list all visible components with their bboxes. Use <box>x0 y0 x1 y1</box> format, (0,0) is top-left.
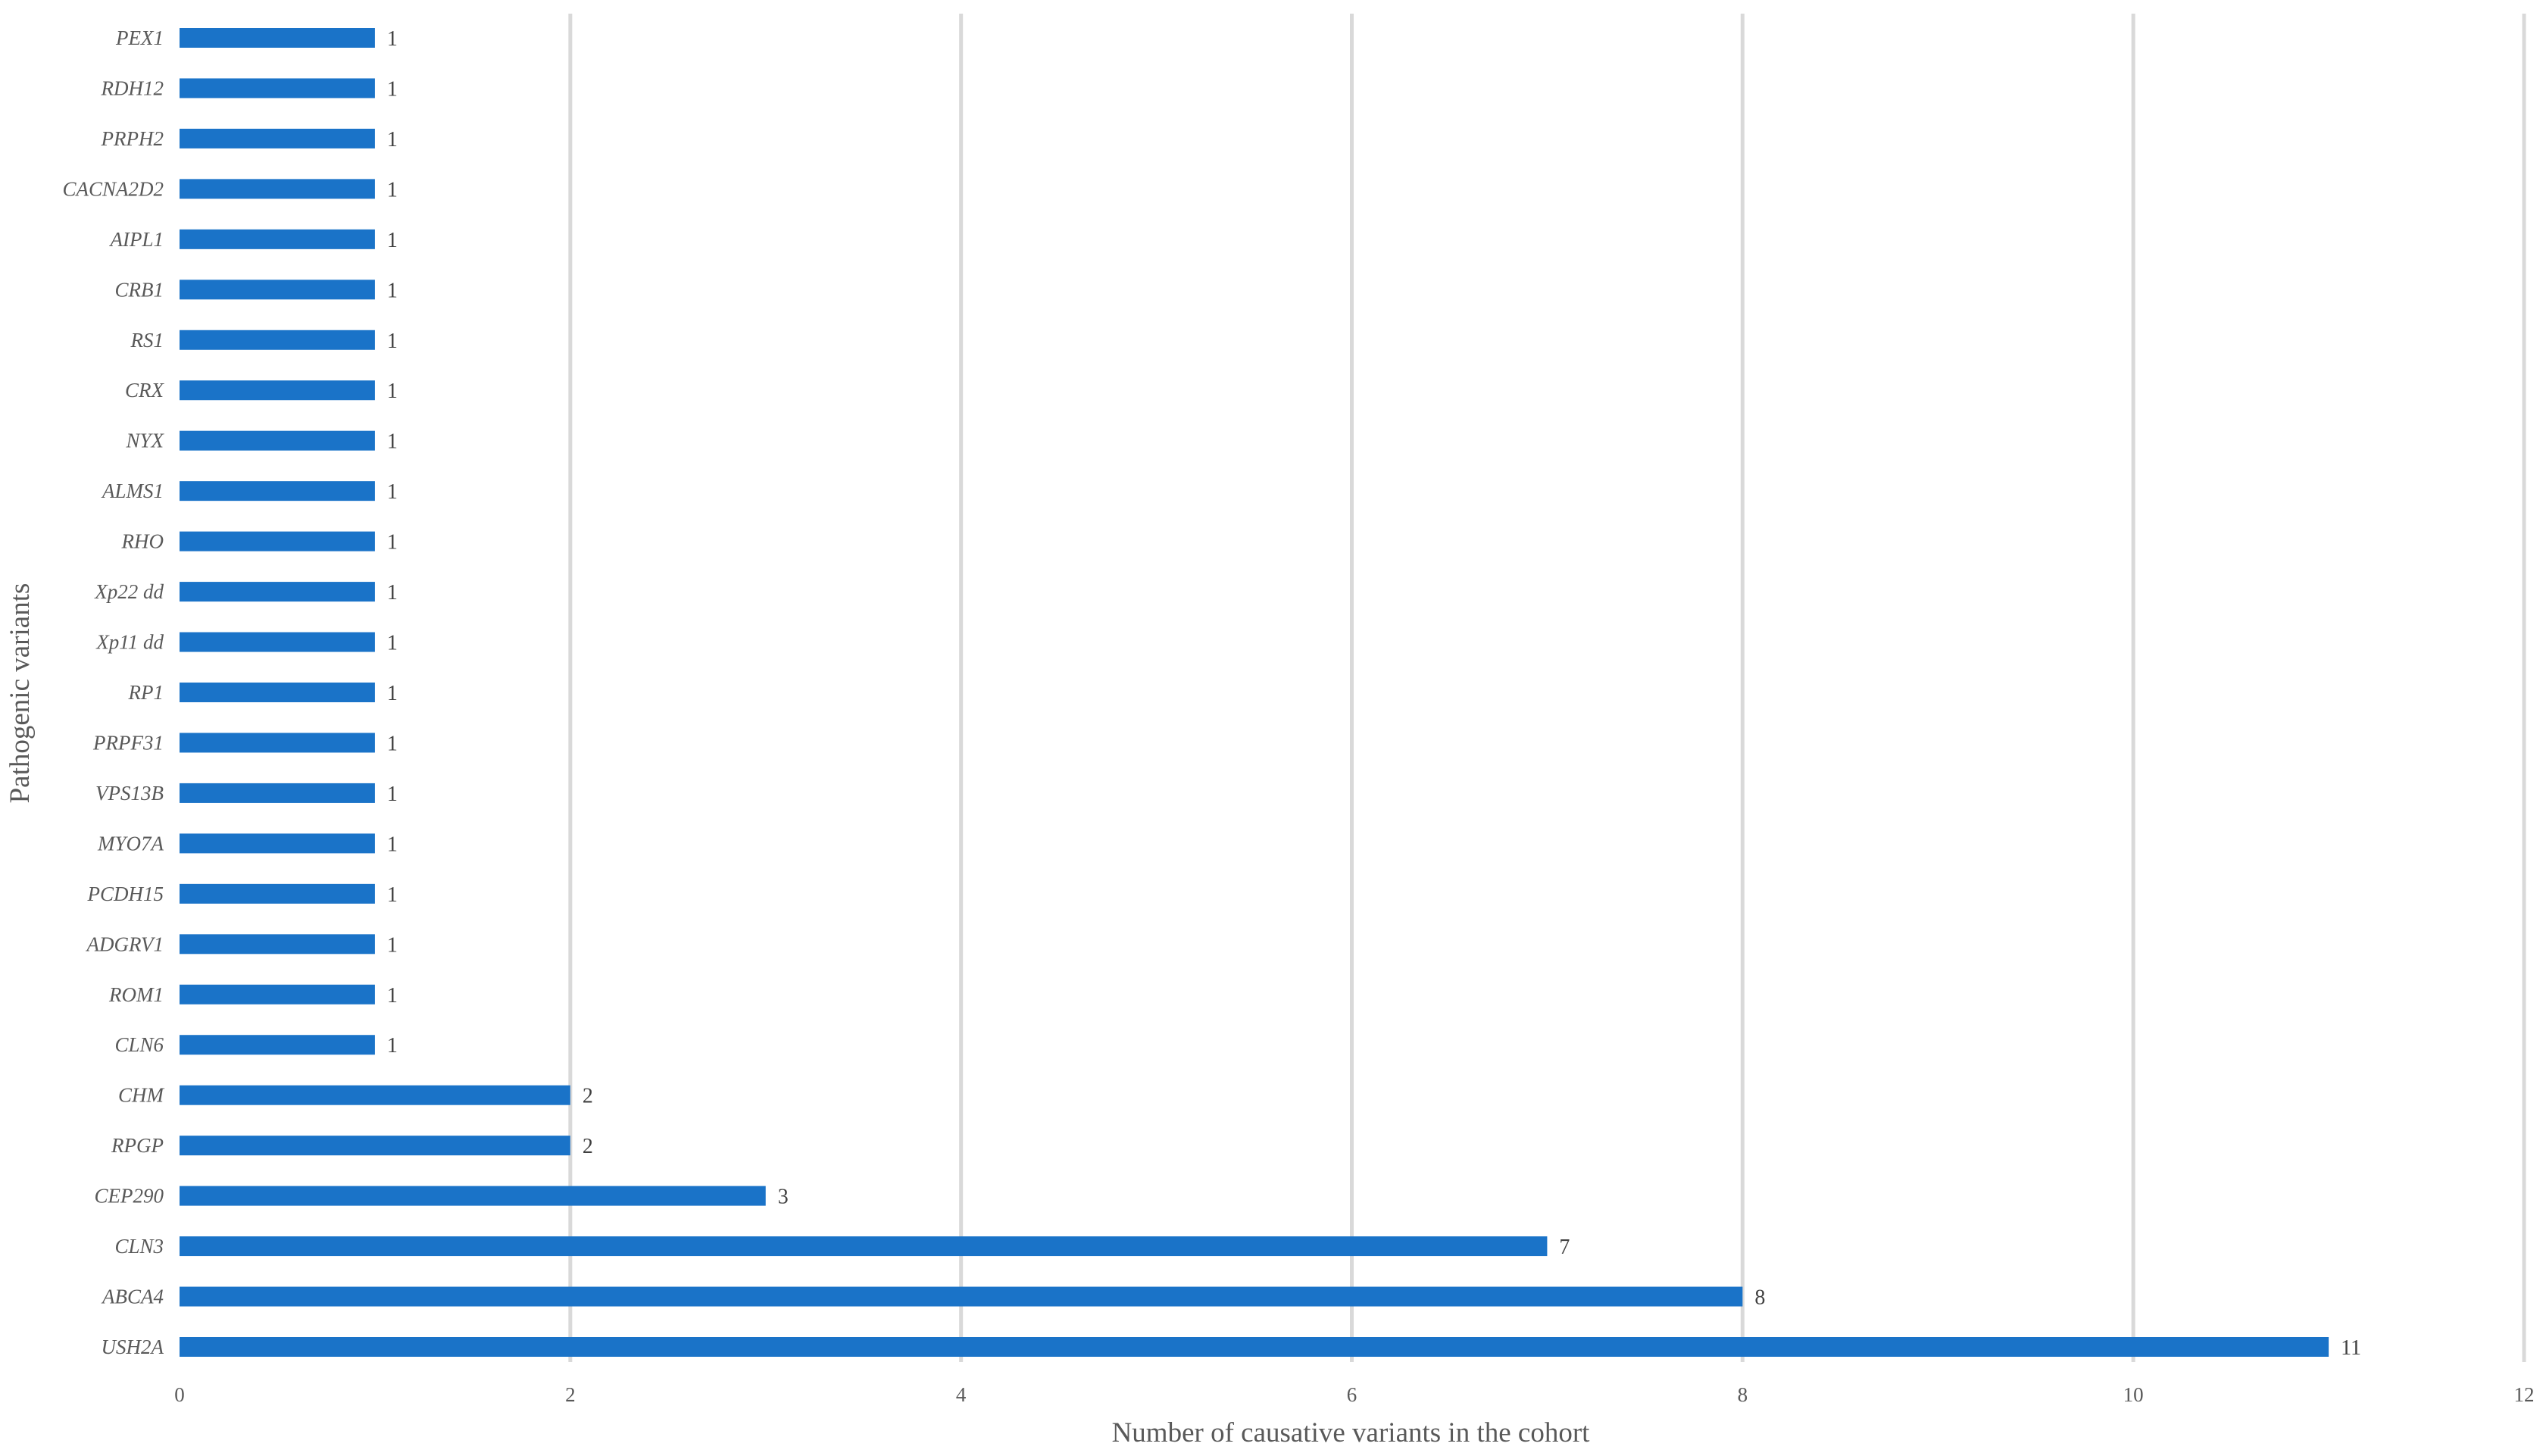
data-label: 1 <box>387 833 398 856</box>
category-label: RHO <box>121 530 164 553</box>
x-tick-label: 4 <box>956 1383 967 1406</box>
bar <box>180 1286 1743 1307</box>
bar <box>180 582 375 602</box>
bar <box>180 78 375 98</box>
category-label: ADGRV1 <box>86 933 164 955</box>
bar <box>180 632 375 652</box>
bar <box>180 733 375 753</box>
data-label: 2 <box>583 1085 593 1108</box>
category-label: MYO7A <box>97 832 164 855</box>
x-tick-label: 0 <box>174 1383 185 1406</box>
bar <box>180 531 375 551</box>
bar <box>180 1337 2329 1357</box>
gridlines <box>568 14 2526 1362</box>
data-label: 1 <box>387 1034 398 1058</box>
data-label: 1 <box>387 783 398 806</box>
category-label: VPS13B <box>95 782 164 805</box>
category-label: CHM <box>118 1084 165 1107</box>
data-label: 1 <box>387 732 398 755</box>
category-label: AIPL1 <box>109 228 164 251</box>
category-label: CLN6 <box>114 1033 164 1056</box>
category-label: CEP290 <box>95 1185 164 1208</box>
data-label: 1 <box>387 128 398 152</box>
category-label: NYX <box>125 430 164 452</box>
category-label: ABCA4 <box>101 1286 164 1308</box>
data-label: 1 <box>387 77 398 101</box>
category-label: ALMS1 <box>101 480 164 502</box>
data-label: 1 <box>387 27 398 51</box>
x-tick-label: 6 <box>1347 1383 1357 1406</box>
bar <box>180 430 375 451</box>
bar <box>180 481 375 501</box>
bar <box>180 1035 375 1055</box>
data-label: 1 <box>387 178 398 202</box>
data-label: 1 <box>387 430 398 454</box>
category-label: CRX <box>125 379 165 401</box>
data-label: 1 <box>387 330 398 353</box>
category-label: RPGP <box>111 1134 164 1157</box>
bar <box>180 1136 570 1156</box>
category-labels: USH2A ABCA4 CLN3 CEP290 RPGP CHM CLN6 ROM1 ADGRV… <box>62 27 164 1358</box>
x-tick-label: 12 <box>2514 1383 2535 1406</box>
x-axis-title: Number of causative variants in the coho… <box>1112 1417 1591 1448</box>
category-label: CACNA2D2 <box>62 177 164 200</box>
category-label: PRPF31 <box>92 731 164 754</box>
data-label: 1 <box>387 984 398 1008</box>
category-label: PCDH15 <box>87 883 164 905</box>
category-label: USH2A <box>102 1336 164 1358</box>
bar <box>180 783 375 803</box>
x-tick-label: 8 <box>1738 1383 1748 1406</box>
data-label: 1 <box>387 531 398 555</box>
data-label: 3 <box>778 1186 789 1209</box>
bar <box>180 883 375 904</box>
category-label: PRPH2 <box>101 127 164 150</box>
bar <box>180 280 375 300</box>
data-label: 1 <box>387 480 398 504</box>
bar <box>180 683 375 702</box>
data-label: 8 <box>1754 1286 1765 1310</box>
category-label: Xp22 dd <box>94 580 164 603</box>
bar <box>180 128 375 148</box>
x-tick-labels: 0 2 4 6 8 10 12 <box>174 1383 2534 1406</box>
bar <box>180 28 375 48</box>
data-label: 1 <box>387 682 398 705</box>
bar <box>180 1236 1548 1257</box>
bar <box>180 1186 766 1206</box>
bar <box>180 380 375 401</box>
category-label: RP1 <box>128 681 164 704</box>
category-label: PEX1 <box>115 27 164 49</box>
category-label: RS1 <box>130 329 164 352</box>
bars <box>180 28 2329 1357</box>
data-label: 1 <box>387 632 398 655</box>
data-label: 1 <box>387 380 398 403</box>
data-label: 1 <box>387 581 398 605</box>
x-tick-label: 10 <box>2123 1383 2144 1406</box>
data-label: 1 <box>387 279 398 302</box>
category-label: CLN3 <box>114 1235 164 1258</box>
category-label: RDH12 <box>101 77 164 99</box>
bar <box>180 229 375 249</box>
y-axis-title: Pathogenic variants <box>5 583 36 804</box>
bar <box>180 330 375 350</box>
data-label: 1 <box>387 883 398 907</box>
category-label: Xp11 dd <box>95 631 164 654</box>
data-label: 11 <box>2341 1336 2361 1360</box>
bar <box>180 179 375 199</box>
bar <box>180 934 375 955</box>
category-label: ROM1 <box>108 983 164 1006</box>
data-label: 2 <box>583 1135 593 1158</box>
data-label: 1 <box>387 933 398 957</box>
bar <box>180 1085 570 1105</box>
bar <box>180 984 375 1005</box>
data-label: 7 <box>1559 1236 1570 1259</box>
category-label: CRB1 <box>115 278 164 301</box>
x-tick-label: 2 <box>565 1383 576 1406</box>
data-label: 1 <box>387 229 398 252</box>
bar <box>180 833 375 854</box>
